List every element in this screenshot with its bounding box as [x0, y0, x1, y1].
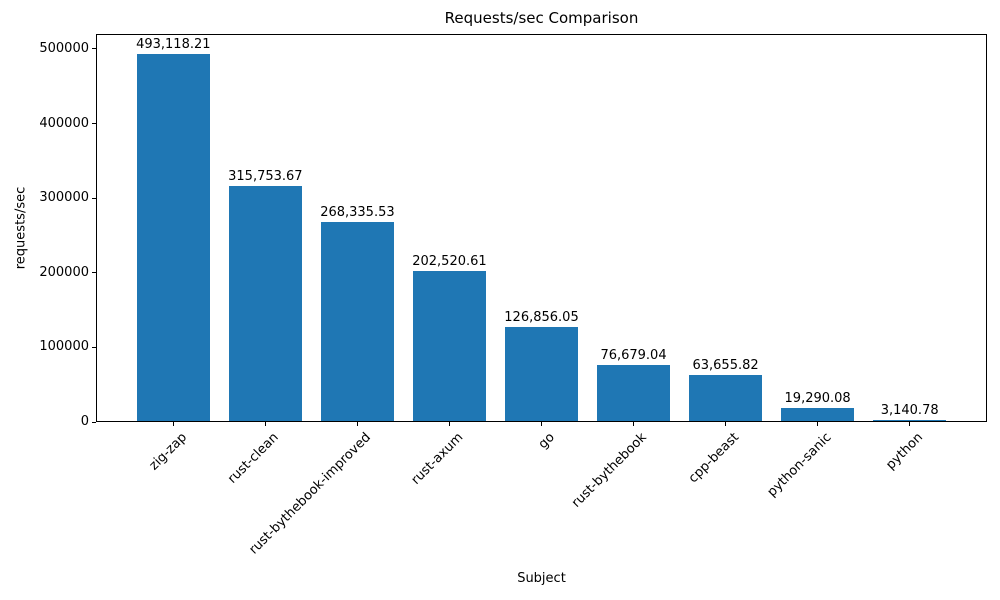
bar-zig-zap [136, 54, 211, 421]
bar-python [872, 419, 947, 421]
x-tick [448, 422, 450, 426]
bar-rust-clean [228, 186, 303, 421]
x-tick-label: python [883, 430, 927, 473]
x-tick [264, 422, 266, 426]
bar-rust-bythebook-improved [320, 221, 395, 421]
bar-rust-bythebook [596, 364, 671, 421]
y-tick-label: 500000 [39, 40, 89, 56]
bar-value-label: 268,335.53 [320, 204, 395, 220]
y-tick [92, 346, 96, 348]
bar-go [504, 327, 579, 421]
x-tick-label: go [536, 430, 559, 453]
bar-value-label: 76,679.04 [600, 347, 667, 363]
x-axis-label: Subject [517, 571, 566, 586]
y-tick-label: 300000 [39, 190, 89, 206]
y-tick [92, 272, 96, 274]
x-tick-label: rust-clean [225, 430, 282, 487]
bar-value-label: 493,118.21 [136, 37, 211, 53]
x-tick-label: python-sanic [764, 430, 835, 500]
y-tick [92, 123, 96, 125]
x-tick [356, 422, 358, 426]
x-tick [909, 422, 911, 426]
y-tick [92, 421, 96, 423]
y-axis-label: requests/sec [13, 186, 29, 270]
chart-title: Requests/sec Comparison [444, 9, 639, 27]
x-tick-label: zig-zap [146, 430, 190, 474]
bar-rust-axum [412, 270, 487, 421]
y-tick-label: 100000 [39, 339, 89, 355]
bar-cpp-beast [688, 374, 763, 421]
x-tick [172, 422, 174, 426]
x-tick [633, 422, 635, 426]
x-tick [541, 422, 542, 426]
y-tick-label: 400000 [39, 115, 89, 131]
y-tick-label: 0 [80, 414, 89, 429]
bar-value-label: 126,856.05 [504, 310, 579, 326]
x-tick-label: rust-bythebook [569, 430, 651, 511]
bar-value-label: 63,655.82 [692, 357, 759, 373]
x-tick-label: cpp-beast [686, 430, 743, 487]
x-tick-label: rust-axum [408, 430, 467, 488]
bar-value-label: 315,753.67 [228, 169, 303, 185]
bar-python-sanic [780, 407, 855, 421]
bar-value-label: 3,140.78 [880, 402, 939, 418]
x-tick [725, 422, 727, 426]
y-tick-label: 200000 [39, 264, 89, 280]
y-tick [92, 197, 96, 199]
bar-value-label: 19,290.08 [784, 390, 851, 406]
bar-value-label: 202,520.61 [412, 253, 487, 269]
x-tick [817, 422, 819, 426]
y-tick [92, 48, 96, 50]
